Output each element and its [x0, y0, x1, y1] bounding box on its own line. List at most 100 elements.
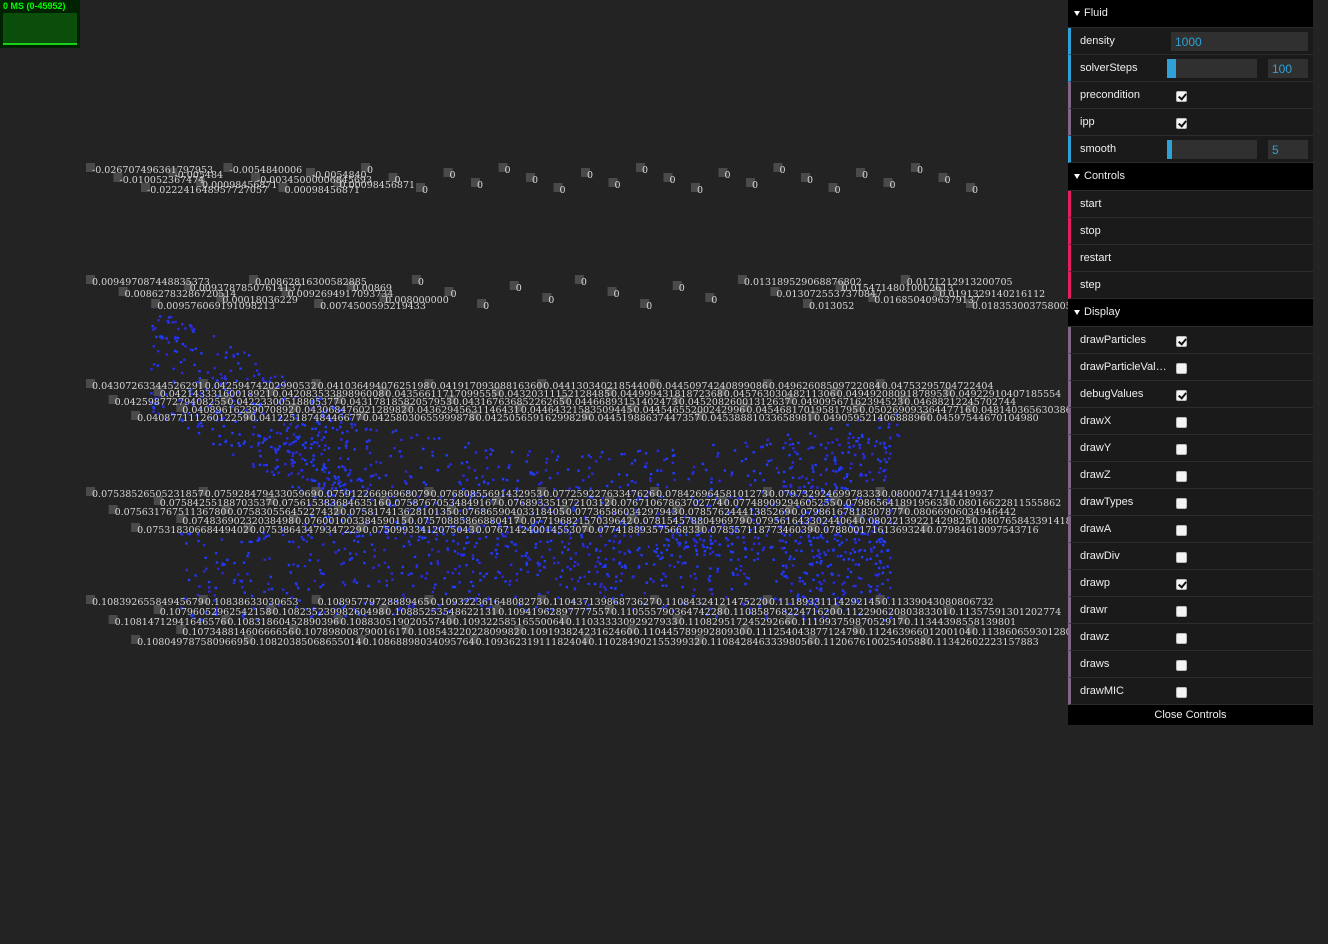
density-input[interactable] — [1171, 32, 1308, 51]
control-row-start[interactable]: start — [1068, 191, 1313, 218]
particle-cloud — [150, 305, 900, 621]
control-row-drawz: drawz — [1068, 624, 1313, 651]
control-label: ipp — [1080, 109, 1172, 136]
debug-value: 0 — [483, 301, 489, 312]
control-label: drawDiv — [1080, 543, 1172, 570]
drawparticles-checkbox[interactable] — [1176, 336, 1187, 347]
folder-fluid[interactable]: Fluid — [1068, 0, 1313, 28]
debug-value: 0.00098456871 — [340, 180, 416, 191]
stats-graph — [3, 13, 77, 45]
stats-monitor[interactable]: 0 MS (0-45952) — [0, 0, 80, 48]
debug-value: 0 — [450, 170, 456, 181]
ipp-checkbox[interactable] — [1176, 118, 1187, 129]
control-row-debugvalues: debugValues — [1068, 381, 1313, 408]
control-row-drawr: drawr — [1068, 597, 1313, 624]
control-row-drawz: drawZ — [1068, 462, 1313, 489]
control-label: drawTypes — [1080, 489, 1172, 516]
control-label: drawY — [1080, 435, 1172, 462]
drawa-checkbox[interactable] — [1176, 525, 1187, 536]
drawdiv-checkbox[interactable] — [1176, 552, 1187, 563]
control-row-drawparticles: drawParticles — [1068, 327, 1313, 354]
drawr-checkbox[interactable] — [1176, 606, 1187, 617]
control-label: debugValues — [1080, 381, 1172, 408]
smooth-number-input[interactable] — [1268, 140, 1308, 159]
control-row-drawa: drawA — [1068, 516, 1313, 543]
debugvalues-checkbox[interactable] — [1176, 390, 1187, 401]
folder-controls[interactable]: Controls — [1068, 163, 1313, 191]
drawparticlevalu-checkbox[interactable] — [1176, 363, 1187, 374]
debug-value: 0 — [451, 289, 457, 300]
smooth-slider[interactable] — [1167, 140, 1257, 159]
debug-value: 0 — [532, 175, 538, 186]
control-row-stop[interactable]: stop — [1068, 218, 1313, 245]
drawz-checkbox[interactable] — [1176, 633, 1187, 644]
drawmic-checkbox[interactable] — [1176, 687, 1187, 698]
control-label: solverSteps — [1080, 55, 1172, 82]
debug-value: 0.10804978758096695 — [137, 637, 249, 648]
control-label: drawZ — [1080, 462, 1172, 489]
control-label: start — [1080, 191, 1172, 218]
control-row-restart[interactable]: restart — [1068, 245, 1313, 272]
debug-value: 0 — [780, 165, 786, 176]
drawtypes-checkbox[interactable] — [1176, 498, 1187, 509]
control-label: drawz — [1080, 624, 1172, 651]
debug-value: 0 — [642, 165, 648, 176]
debug-value: 0 — [972, 185, 978, 196]
debug-value: 0 — [615, 180, 621, 191]
debug-value: 0 — [862, 170, 868, 181]
debug-value: 0 — [711, 295, 717, 306]
solversteps-number-input[interactable] — [1268, 59, 1308, 78]
control-label: precondition — [1080, 82, 1172, 109]
control-label: smooth — [1080, 136, 1172, 163]
stats-label: 0 MS (0-45952) — [3, 1, 77, 12]
drawx-checkbox[interactable] — [1176, 417, 1187, 428]
control-label: drawMIC — [1080, 678, 1172, 705]
debug-value: 0 — [697, 185, 703, 196]
debug-value: 0 — [422, 185, 428, 196]
folder-display[interactable]: Display — [1068, 299, 1313, 327]
debug-value: 0.04922910407185554 — [949, 389, 1061, 400]
drawz-checkbox[interactable] — [1176, 471, 1187, 482]
debug-value: 0.11084284633398056 — [701, 637, 813, 648]
debug-value: 0.11342602223157883 — [927, 637, 1039, 648]
control-row-ipp: ipp — [1068, 109, 1313, 136]
debug-value: 0.08016622811555862 — [949, 498, 1061, 509]
control-row-solversteps: solverSteps — [1068, 55, 1313, 82]
debug-value: 0 — [418, 277, 424, 288]
debug-value: 0 — [587, 170, 593, 181]
debug-value: 0.008000000 — [385, 295, 448, 306]
control-label: drawParticleValu… — [1080, 354, 1172, 381]
debug-value: 0 — [752, 180, 758, 191]
debug-value: 0 — [505, 165, 511, 176]
control-label: drawp — [1080, 570, 1172, 597]
debug-value: 0.10868898034095764 — [363, 637, 475, 648]
debug-value: 0.11357591301202774 — [949, 607, 1061, 618]
solversteps-slider[interactable] — [1167, 59, 1257, 78]
controls-panel: FluiddensitysolverStepspreconditionippsm… — [1068, 0, 1313, 725]
draws-checkbox[interactable] — [1176, 660, 1187, 671]
debug-value: 0.00869 — [353, 283, 392, 294]
control-label: drawA — [1080, 516, 1172, 543]
control-row-drawp: drawp — [1068, 570, 1313, 597]
control-label: stop — [1080, 218, 1172, 245]
drawp-checkbox[interactable] — [1176, 579, 1187, 590]
debug-value: 0 — [477, 180, 483, 191]
debug-value: 0 — [548, 295, 554, 306]
debug-value: 0 — [614, 289, 620, 300]
control-row-precondition: precondition — [1068, 82, 1313, 109]
drawy-checkbox[interactable] — [1176, 444, 1187, 455]
debug-value: 0 — [646, 301, 652, 312]
debug-value: 0.0171212913200705 — [907, 277, 1013, 288]
debug-value: 0.11206761002540588 — [814, 637, 926, 648]
debug-value: 0.0191329140216112 — [939, 289, 1045, 300]
precondition-checkbox[interactable] — [1176, 91, 1187, 102]
debug-value: 0 — [917, 165, 923, 176]
control-row-drawy: drawY — [1068, 435, 1313, 462]
close-controls-button[interactable]: Close Controls — [1068, 705, 1313, 725]
control-label: draws — [1080, 651, 1172, 678]
debug-value: 0 — [835, 185, 841, 196]
control-label: step — [1080, 272, 1172, 299]
debug-value: 0 — [725, 170, 731, 181]
debug-value: 0 — [945, 175, 951, 186]
control-row-step[interactable]: step — [1068, 272, 1313, 299]
